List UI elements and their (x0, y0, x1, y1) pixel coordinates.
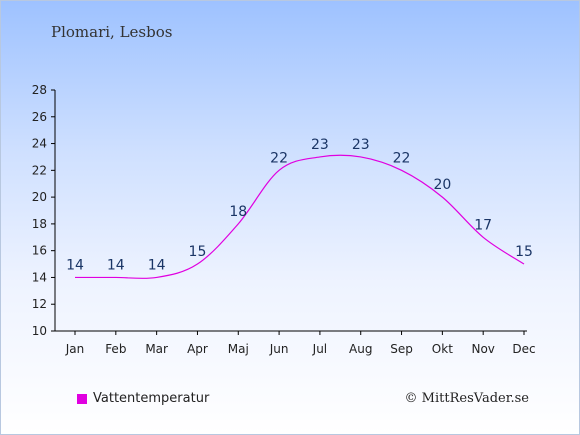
data-label: 23 (311, 137, 329, 153)
data-label: 18 (229, 204, 247, 220)
data-label: 14 (148, 257, 166, 273)
x-tick-label: Jun (269, 342, 289, 356)
x-tick-label: Okt (432, 342, 453, 356)
data-label: 22 (393, 150, 411, 166)
y-tick-label: 10 (32, 324, 47, 338)
data-label: 17 (474, 217, 492, 233)
data-label: 23 (352, 137, 370, 153)
x-tick-label: Maj (228, 342, 249, 356)
legend: Vattentemperatur (77, 391, 209, 406)
legend-swatch (77, 393, 87, 404)
data-label: 20 (433, 177, 451, 193)
y-tick-label: 26 (32, 110, 47, 124)
legend-label: Vattentemperatur (93, 391, 210, 406)
x-tick-label: Mar (145, 342, 168, 356)
x-tick-label: Apr (187, 342, 208, 356)
chart-title: Plomari, Lesbos (51, 23, 173, 41)
y-tick-label: 18 (32, 217, 47, 231)
x-tick-label: Jul (312, 342, 327, 356)
x-tick-label: Aug (349, 342, 372, 356)
x-tick-label: Jan (65, 342, 85, 356)
x-tick-label: Nov (471, 342, 494, 356)
x-tick-label: Feb (105, 342, 126, 356)
data-label: 15 (189, 244, 207, 260)
y-tick-label: 28 (32, 83, 47, 97)
data-label: 14 (107, 257, 125, 273)
y-tick-label: 22 (32, 163, 47, 177)
y-tick-label: 24 (32, 137, 47, 151)
data-label: 15 (515, 244, 533, 260)
data-label: 14 (66, 257, 84, 273)
y-tick-label: 12 (32, 297, 47, 311)
credit-text: © MittResVader.se (404, 391, 529, 406)
x-tick-label: Sep (390, 342, 413, 356)
y-tick-label: 14 (32, 270, 47, 284)
y-tick-label: 20 (32, 190, 47, 204)
data-label: 22 (270, 150, 288, 166)
series-line (75, 154, 525, 280)
y-tick-label: 16 (32, 244, 47, 258)
x-tick-label: Dec (512, 342, 535, 356)
